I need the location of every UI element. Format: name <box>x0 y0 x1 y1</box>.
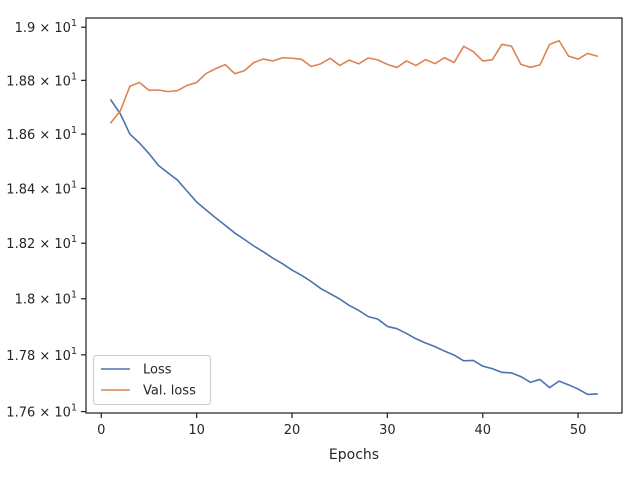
y-tick-label: 1.88 × 101 <box>6 71 77 89</box>
y-tick-label: 1.8 × 101 <box>15 290 77 308</box>
x-axis: 0 10 20 30 40 50 <box>97 413 586 438</box>
legend-label-loss: Loss <box>143 363 172 378</box>
x-tick-label: 20 <box>284 423 301 438</box>
y-tick-label: 1.78 × 101 <box>6 346 77 364</box>
series-layer <box>110 39 599 396</box>
x-tick-label: 40 <box>474 423 491 438</box>
legend-box <box>93 355 211 405</box>
y-tick-label: 1.76 × 101 <box>6 403 77 421</box>
x-axis-label: Epochs <box>329 447 379 463</box>
x-tick-label: 30 <box>379 423 396 438</box>
legend: Loss Val. loss <box>93 355 211 405</box>
series-line-val-loss <box>110 39 599 124</box>
series-line-loss <box>110 99 599 396</box>
y-tick-label: 1.9 × 101 <box>15 18 77 36</box>
plot-frame <box>85 17 623 414</box>
y-tick-label: 1.86 × 101 <box>6 125 77 143</box>
y-tick-label: 1.84 × 101 <box>6 179 77 197</box>
legend-label-val-loss: Val. loss <box>143 384 196 399</box>
y-axis: 1.76 × 101 1.78 × 101 1.8 × 101 1.82 × 101 1… <box>6 18 86 421</box>
x-tick-label: 0 <box>97 423 105 438</box>
y-tick-label: 1.82 × 101 <box>6 234 77 252</box>
x-tick-label: 10 <box>188 423 205 438</box>
x-tick-label: 50 <box>570 423 587 438</box>
